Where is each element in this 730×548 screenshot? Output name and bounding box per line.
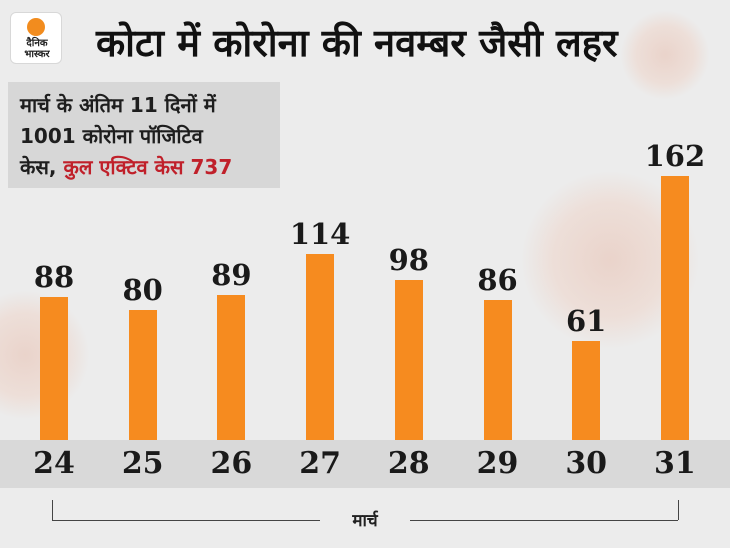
summary-box: मार्च के अंतिम 11 दिनों में 1001 कोरोना … <box>8 82 280 188</box>
x-tick-label: 31 <box>654 446 696 481</box>
bar-value-label: 162 <box>644 139 706 173</box>
bar <box>660 176 689 440</box>
bar-value-label: 89 <box>211 258 252 292</box>
bar-value-label: 61 <box>566 304 607 338</box>
x-tick-label: 30 <box>565 446 608 481</box>
active-cases-highlight: कुल एक्टिव केस 737 <box>63 155 233 179</box>
x-tick-label: 24 <box>33 446 75 481</box>
summary-line: 1001 कोरोना पॉजिटिव <box>20 124 203 148</box>
x-tick-label: 28 <box>387 446 430 481</box>
sun-icon <box>27 18 45 36</box>
bar-value-label: 98 <box>388 243 429 277</box>
bar <box>40 297 68 440</box>
bar-value-label: 86 <box>477 263 518 297</box>
virus-decoration <box>620 10 710 100</box>
summary-prefix: केस, <box>20 155 57 179</box>
month-bracket-left <box>52 500 53 520</box>
x-tick-label: 27 <box>299 446 341 481</box>
bar-value-label: 80 <box>122 273 163 307</box>
bar-value-label: 88 <box>33 260 75 294</box>
summary-line: मार्च के अंतिम 11 दिनों में <box>20 93 216 117</box>
x-axis-band <box>0 440 730 488</box>
x-tick-label: 29 <box>476 446 519 481</box>
x-tick-label: 26 <box>210 446 253 481</box>
bar <box>394 280 423 440</box>
logo-text-line1: दैनिक <box>26 38 48 49</box>
month-bracket-right <box>678 500 679 520</box>
bar-value-label: 114 <box>289 217 351 251</box>
logo-text-line2: भास्कर <box>24 49 50 60</box>
bar <box>483 300 512 440</box>
bar <box>572 341 601 440</box>
summary-line: केस, कुल एक्टिव केस 737 <box>20 152 270 183</box>
dainik-bhaskar-logo: दैनिक भास्कर <box>10 12 62 64</box>
bar <box>217 295 246 440</box>
x-axis-title: मार्च <box>320 508 410 531</box>
x-tick-label: 25 <box>121 446 164 481</box>
bar <box>306 254 335 440</box>
chart-title: कोटा में कोरोना की नवम्बर जैसी लहर <box>96 21 618 65</box>
bar <box>128 310 157 440</box>
